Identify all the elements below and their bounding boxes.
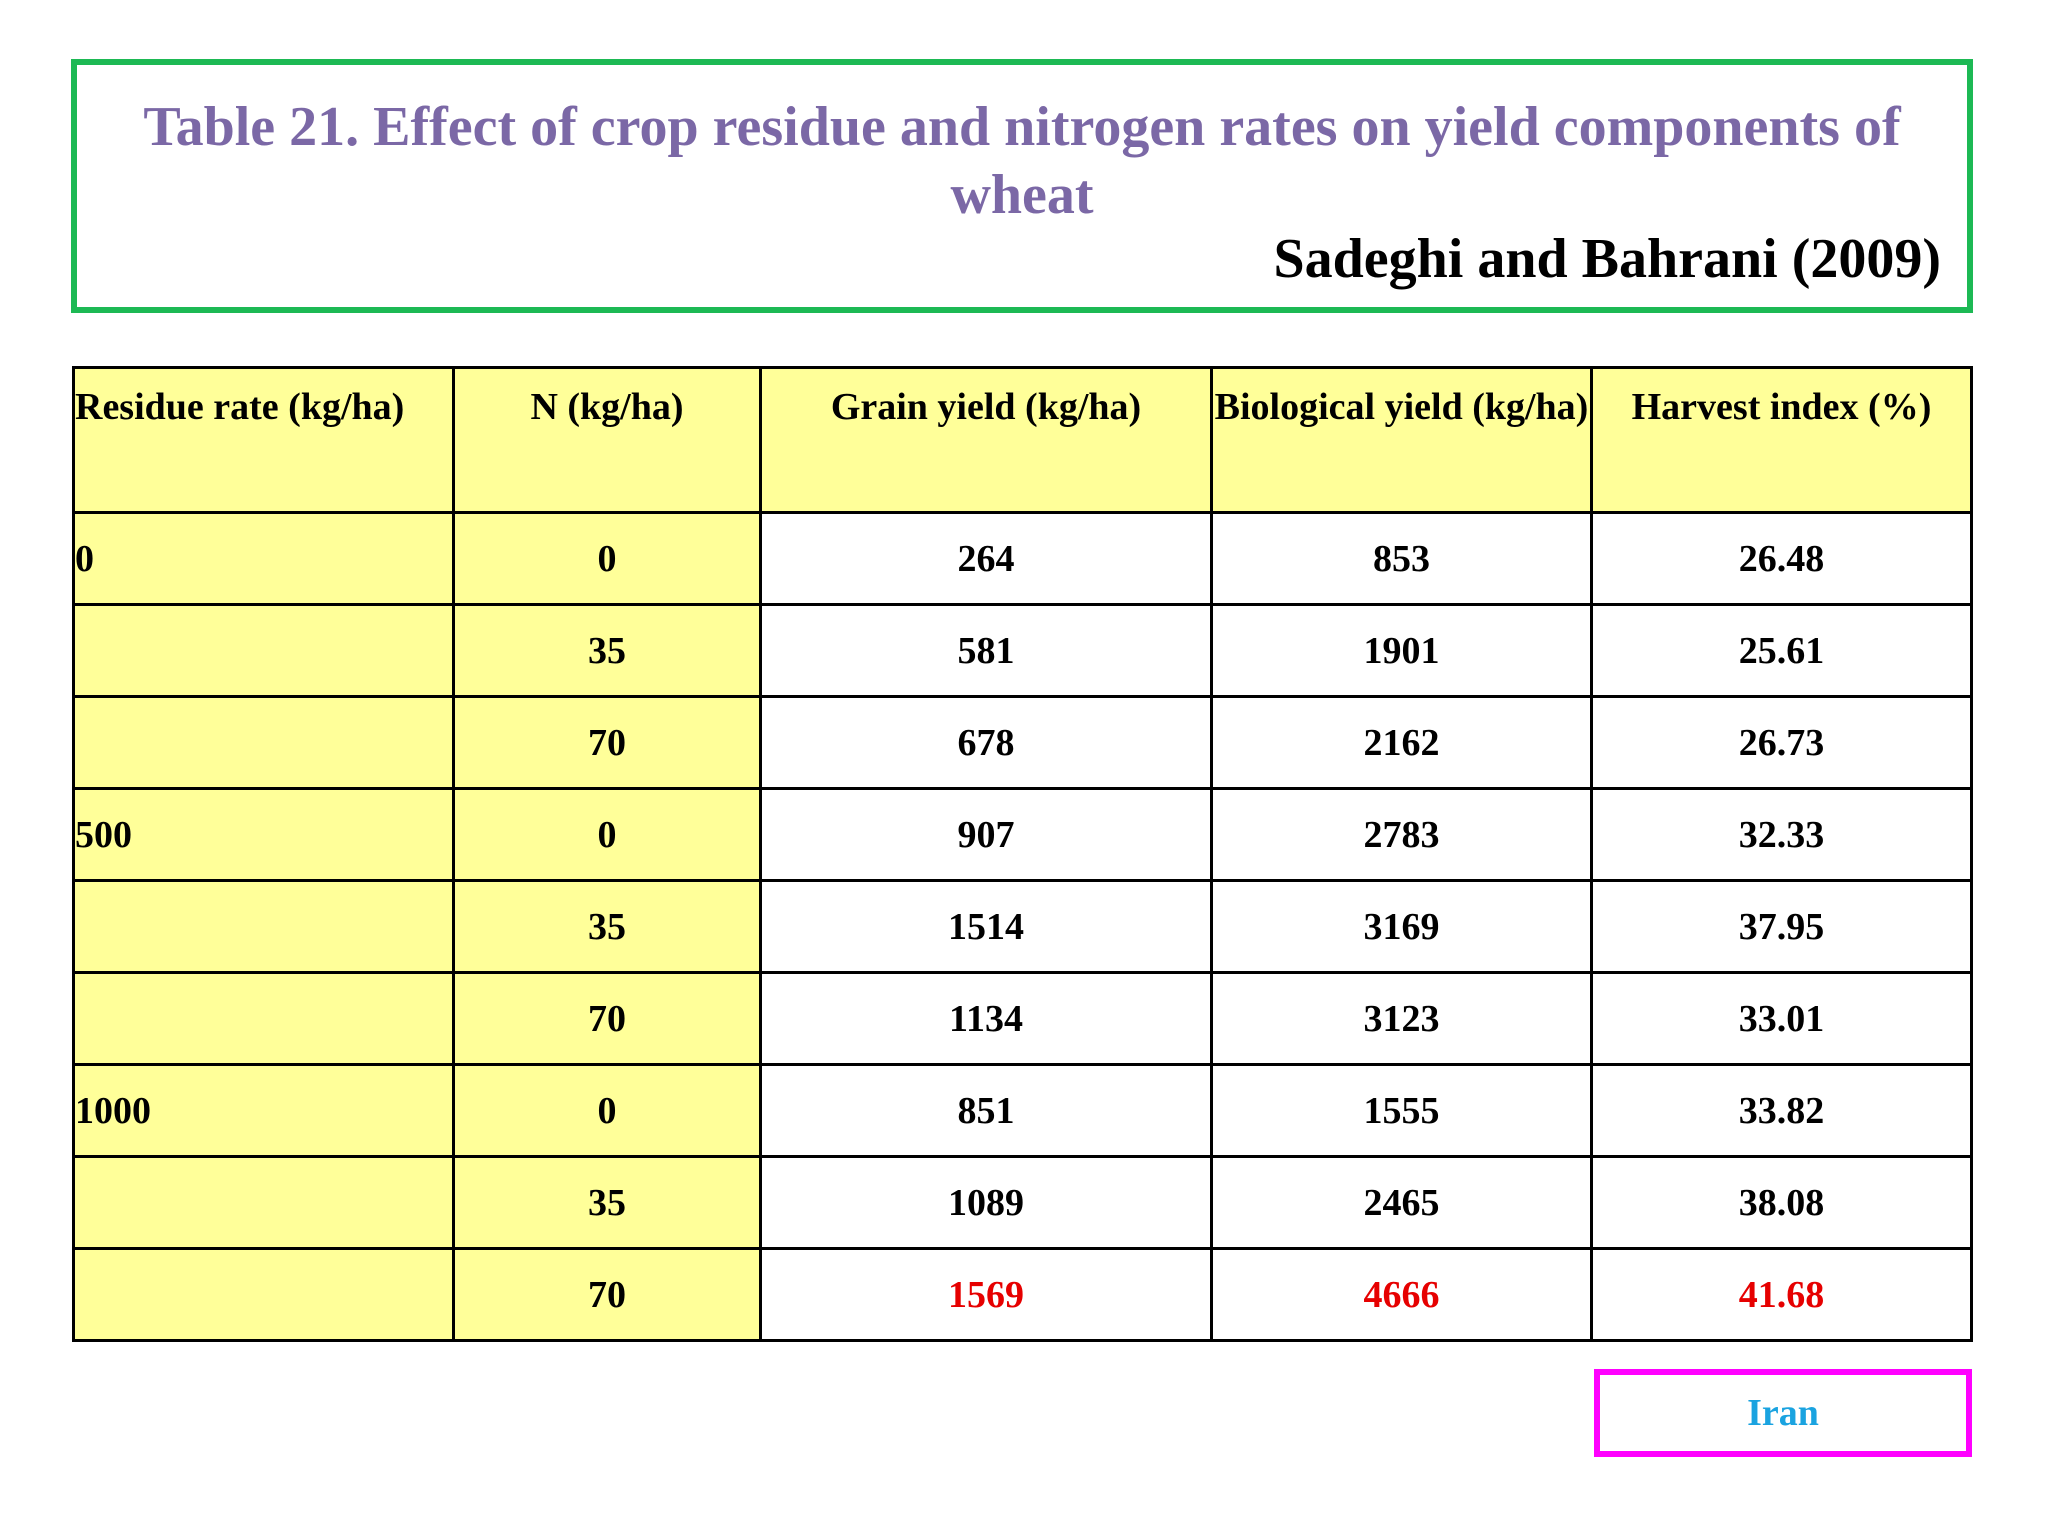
cell-grain-yield: 581 (759, 603, 1213, 698)
table-row: 70 1569 4666 41.68 (72, 1247, 1973, 1342)
cell-harvest-index: 38.08 (1590, 1155, 1973, 1250)
cell-harvest-index: 25.61 (1590, 603, 1973, 698)
cell-grain-yield: 678 (759, 695, 1213, 790)
cell-grain-yield: 851 (759, 1063, 1213, 1158)
cell-harvest-index: 33.82 (1590, 1063, 1973, 1158)
cell-grain-yield: 1569 (759, 1247, 1213, 1342)
cell-biological-yield: 2783 (1210, 787, 1593, 882)
cell-residue-rate (72, 603, 455, 698)
table-row: 0 0 264 853 26.48 (72, 511, 1973, 606)
cell-harvest-index: 26.73 (1590, 695, 1973, 790)
header-biological-yield: Biological yield (kg/ha) (1210, 366, 1593, 514)
cell-harvest-index: 26.48 (1590, 511, 1973, 606)
cell-biological-yield: 1901 (1210, 603, 1593, 698)
data-table: Residue rate (kg/ha) N (kg/ha) Grain yie… (72, 366, 1973, 1342)
header-harvest-index: Harvest index (%) (1590, 366, 1973, 514)
table-body: 0 0 264 853 26.48 35 581 1901 25.61 70 678 2162 26.7… (72, 511, 1973, 1342)
table-row: 70 678 2162 26.73 (72, 695, 1973, 790)
table-row: 35 581 1901 25.61 (72, 603, 1973, 698)
cell-residue-rate: 0 (72, 511, 455, 606)
title-box: Table 21. Effect of crop residue and nit… (71, 59, 1973, 313)
header-grain-yield: Grain yield (kg/ha) (759, 366, 1213, 514)
country-label-box: Iran (1594, 1369, 1972, 1457)
table-row: 1000 0 851 1555 33.82 (72, 1063, 1973, 1158)
cell-harvest-index: 41.68 (1590, 1247, 1973, 1342)
header-residue-rate: Residue rate (kg/ha) (72, 366, 455, 514)
cell-biological-yield: 3123 (1210, 971, 1593, 1066)
cell-residue-rate (72, 1155, 455, 1250)
cell-residue-rate (72, 1247, 455, 1342)
country-label: Iran (1747, 1392, 1819, 1434)
cell-biological-yield: 2465 (1210, 1155, 1593, 1250)
table-row: 70 1134 3123 33.01 (72, 971, 1973, 1066)
cell-grain-yield: 1514 (759, 879, 1213, 974)
cell-harvest-index: 32.33 (1590, 787, 1973, 882)
cell-n-rate: 70 (452, 695, 762, 790)
citation: Sadeghi and Bahrani (2009) (1273, 228, 1942, 290)
cell-n-rate: 35 (452, 879, 762, 974)
table-row: 35 1089 2465 38.08 (72, 1155, 1973, 1250)
cell-residue-rate: 1000 (72, 1063, 455, 1158)
table-row: 35 1514 3169 37.95 (72, 879, 1973, 974)
cell-grain-yield: 1134 (759, 971, 1213, 1066)
cell-n-rate: 70 (452, 971, 762, 1066)
header-n-rate: N (kg/ha) (452, 366, 762, 514)
cell-residue-rate (72, 695, 455, 790)
cell-n-rate: 35 (452, 1155, 762, 1250)
table-title: Table 21. Effect of crop residue and nit… (143, 96, 1901, 226)
cell-residue-rate: 500 (72, 787, 455, 882)
cell-biological-yield: 1555 (1210, 1063, 1593, 1158)
cell-grain-yield: 1089 (759, 1155, 1213, 1250)
cell-residue-rate (72, 879, 455, 974)
cell-n-rate: 0 (452, 511, 762, 606)
cell-n-rate: 0 (452, 787, 762, 882)
header-row: Residue rate (kg/ha) N (kg/ha) Grain yie… (72, 366, 1973, 514)
cell-biological-yield: 3169 (1210, 879, 1593, 974)
table-row: 500 0 907 2783 32.33 (72, 787, 1973, 882)
cell-biological-yield: 4666 (1210, 1247, 1593, 1342)
cell-n-rate: 35 (452, 603, 762, 698)
cell-grain-yield: 907 (759, 787, 1213, 882)
cell-residue-rate (72, 971, 455, 1066)
cell-n-rate: 70 (452, 1247, 762, 1342)
cell-harvest-index: 33.01 (1590, 971, 1973, 1066)
cell-biological-yield: 2162 (1210, 695, 1593, 790)
cell-n-rate: 0 (452, 1063, 762, 1158)
cell-biological-yield: 853 (1210, 511, 1593, 606)
cell-harvest-index: 37.95 (1590, 879, 1973, 974)
cell-grain-yield: 264 (759, 511, 1213, 606)
